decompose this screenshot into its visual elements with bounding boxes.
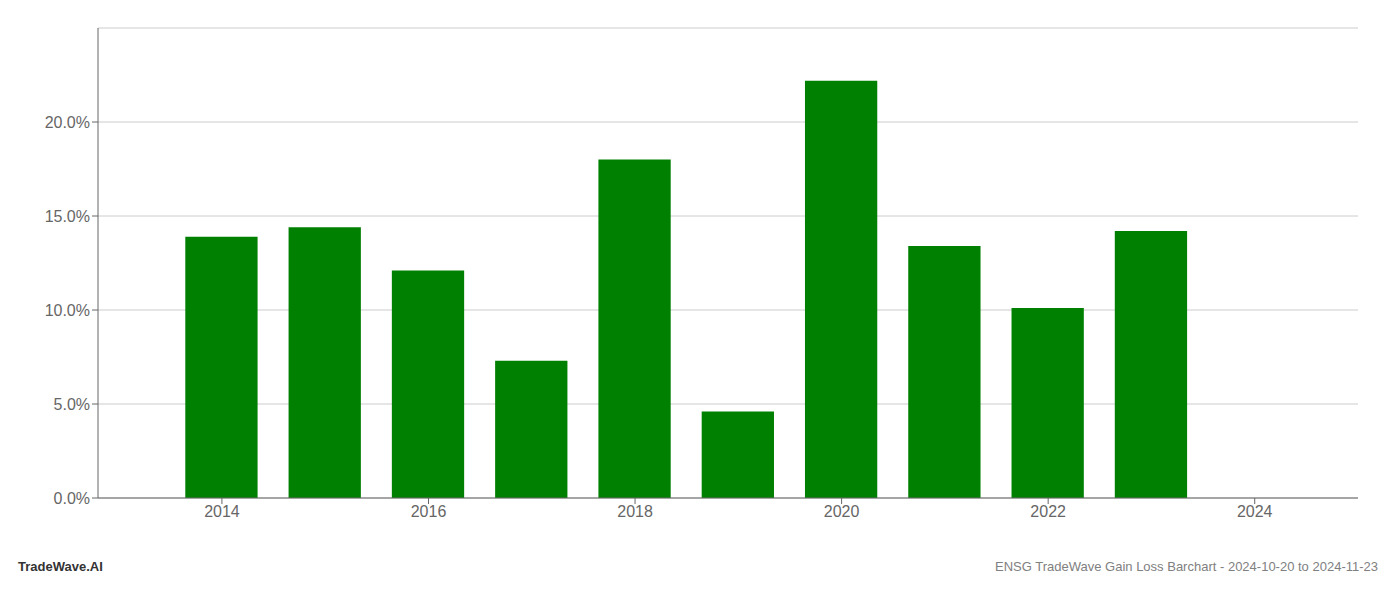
svg-text:10.0%: 10.0%	[45, 302, 90, 319]
svg-text:15.0%: 15.0%	[45, 208, 90, 225]
html-text:TradeWave.AI: TradeWave.AI	[18, 558, 103, 574]
svg-text:5.0%: 5.0%	[54, 396, 90, 413]
svg-text:2014: 2014	[204, 503, 240, 520]
svg-text:2016: 2016	[411, 503, 447, 520]
svg-text:2020: 2020	[824, 503, 860, 520]
svg-text:20.0%: 20.0%	[45, 114, 90, 131]
svg-text:0.0%: 0.0%	[54, 490, 90, 507]
svg-text:2018: 2018	[617, 503, 653, 520]
html-text:ENSG TradeWave Gain Loss Barch: ENSG TradeWave Gain Loss Barchart - 2024…	[995, 558, 1378, 574]
svg-text:2024: 2024	[1237, 503, 1273, 520]
svg-text:2022: 2022	[1030, 503, 1066, 520]
